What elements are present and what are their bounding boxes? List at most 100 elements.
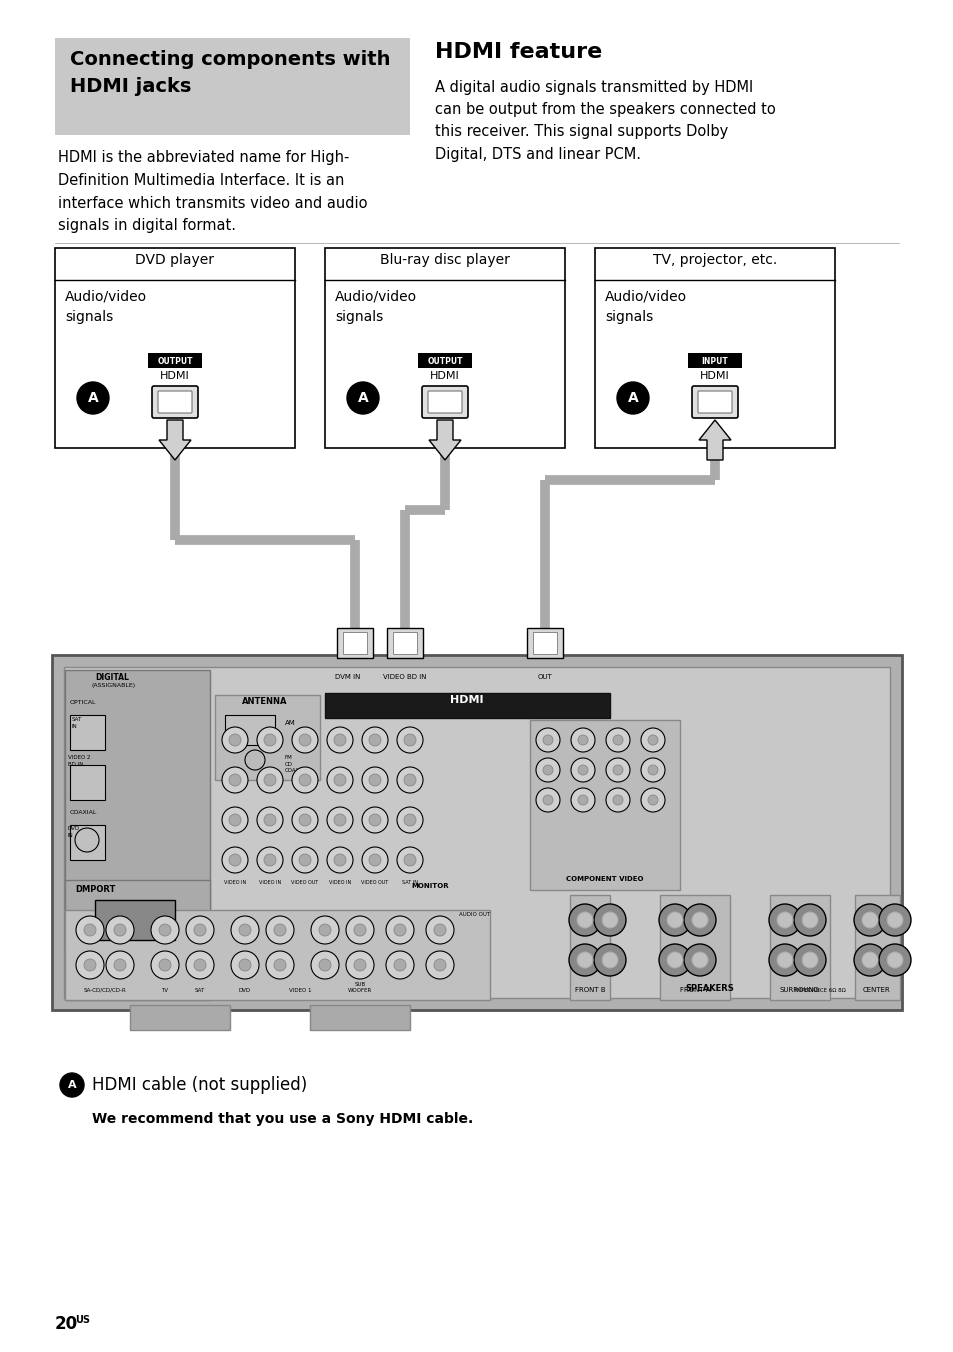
Circle shape <box>776 952 792 968</box>
Circle shape <box>292 807 317 833</box>
Circle shape <box>75 827 99 852</box>
Circle shape <box>647 735 658 745</box>
Text: HDMI is the abbreviated name for High-
Definition Multimedia Interface. It is an: HDMI is the abbreviated name for High- D… <box>58 150 367 234</box>
Circle shape <box>84 923 96 936</box>
Bar <box>769 895 829 1000</box>
Circle shape <box>274 923 286 936</box>
Circle shape <box>878 944 910 976</box>
Circle shape <box>369 773 380 786</box>
Circle shape <box>594 944 625 976</box>
Circle shape <box>605 727 629 752</box>
Circle shape <box>853 904 885 936</box>
Circle shape <box>318 959 331 971</box>
Circle shape <box>193 959 206 971</box>
Circle shape <box>396 846 422 873</box>
Circle shape <box>311 950 338 979</box>
Circle shape <box>403 854 416 867</box>
Circle shape <box>292 846 317 873</box>
Circle shape <box>369 814 380 826</box>
Text: VIDEO IN: VIDEO IN <box>224 880 246 886</box>
Circle shape <box>369 854 380 867</box>
Circle shape <box>76 917 104 944</box>
Circle shape <box>801 913 817 927</box>
Bar <box>533 631 557 654</box>
Circle shape <box>768 904 801 936</box>
Circle shape <box>394 959 406 971</box>
FancyBboxPatch shape <box>691 387 738 418</box>
Circle shape <box>659 904 690 936</box>
Circle shape <box>542 735 553 745</box>
Circle shape <box>274 959 286 971</box>
Text: 20: 20 <box>55 1315 78 1333</box>
Circle shape <box>264 734 275 746</box>
Text: COMPONENT VIDEO: COMPONENT VIDEO <box>566 876 643 882</box>
FancyBboxPatch shape <box>698 391 731 412</box>
Circle shape <box>334 734 346 746</box>
Text: OPTICAL: OPTICAL <box>70 700 96 704</box>
Text: Connecting components with
HDMI jacks: Connecting components with HDMI jacks <box>70 50 390 96</box>
FancyBboxPatch shape <box>158 391 192 412</box>
Circle shape <box>568 904 600 936</box>
Text: Blu-ray disc player: Blu-ray disc player <box>379 253 510 266</box>
Text: MONITOR: MONITOR <box>411 883 448 890</box>
Circle shape <box>292 767 317 794</box>
Circle shape <box>256 807 283 833</box>
Text: HDMI: HDMI <box>430 370 459 381</box>
Circle shape <box>426 950 454 979</box>
Circle shape <box>640 758 664 781</box>
Circle shape <box>231 950 258 979</box>
Circle shape <box>768 944 801 976</box>
Bar <box>214 695 319 780</box>
Circle shape <box>659 944 690 976</box>
Circle shape <box>647 765 658 775</box>
Circle shape <box>601 952 618 968</box>
Circle shape <box>159 923 171 936</box>
Circle shape <box>577 952 593 968</box>
Bar <box>55 247 294 448</box>
Text: SA-CD/CD/CD-R: SA-CD/CD/CD-R <box>84 988 126 992</box>
Bar <box>55 38 410 135</box>
Circle shape <box>327 727 353 753</box>
Circle shape <box>601 913 618 927</box>
Bar <box>530 721 679 890</box>
Text: FRONT A: FRONT A <box>679 987 710 992</box>
Text: A: A <box>68 1080 76 1090</box>
Text: SUB
WOOFER: SUB WOOFER <box>348 982 372 992</box>
Circle shape <box>311 917 338 944</box>
Circle shape <box>266 917 294 944</box>
Text: DMPORT: DMPORT <box>74 886 115 894</box>
Text: A: A <box>627 391 638 406</box>
Circle shape <box>571 727 595 752</box>
Bar <box>225 715 274 745</box>
Circle shape <box>327 767 353 794</box>
Text: SAT IN: SAT IN <box>401 880 417 886</box>
Text: VIDEO OUT: VIDEO OUT <box>291 880 318 886</box>
Circle shape <box>354 959 366 971</box>
Text: A: A <box>357 391 368 406</box>
Circle shape <box>577 913 593 927</box>
Bar <box>336 627 373 658</box>
Bar <box>148 353 202 368</box>
Circle shape <box>298 773 311 786</box>
Circle shape <box>292 727 317 753</box>
Circle shape <box>878 904 910 936</box>
Bar <box>325 247 564 448</box>
Circle shape <box>113 959 126 971</box>
Circle shape <box>256 767 283 794</box>
Circle shape <box>647 795 658 804</box>
FancyBboxPatch shape <box>152 387 198 418</box>
Text: SURROUND: SURROUND <box>780 987 820 992</box>
Circle shape <box>691 952 707 968</box>
Bar <box>325 694 609 718</box>
Circle shape <box>151 950 179 979</box>
Circle shape <box>536 788 559 813</box>
Circle shape <box>318 923 331 936</box>
Circle shape <box>256 846 283 873</box>
Bar <box>65 910 490 1000</box>
Circle shape <box>239 959 251 971</box>
Bar <box>310 1005 410 1030</box>
Circle shape <box>396 727 422 753</box>
Circle shape <box>327 807 353 833</box>
Text: AUDIO OUT: AUDIO OUT <box>459 913 490 917</box>
Circle shape <box>334 854 346 867</box>
